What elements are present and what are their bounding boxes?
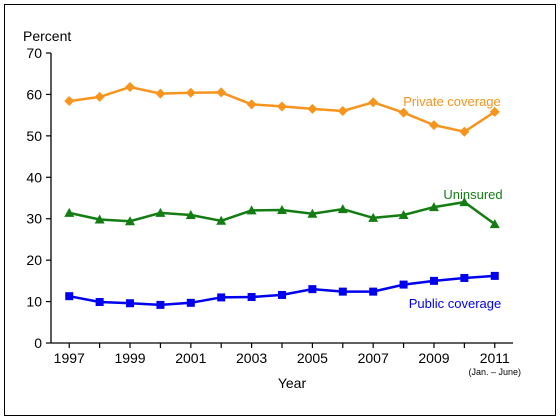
uninsured-point (94, 214, 105, 224)
public-coverage-point (460, 273, 469, 282)
private-coverage-point (337, 106, 348, 116)
private-coverage-point (125, 81, 136, 92)
x-tick-label: 2005 (297, 350, 328, 366)
uninsured-point (368, 212, 379, 222)
private-coverage-point (398, 107, 409, 118)
public-coverage-series (65, 271, 499, 309)
public-coverage-point (95, 297, 104, 306)
private-coverage-point (277, 101, 287, 112)
public-coverage-point (65, 292, 74, 301)
series-layer (64, 81, 500, 309)
x-tick-label: 1999 (114, 350, 145, 366)
y-tick-label: 0 (34, 335, 42, 351)
y-tick-label: 40 (26, 169, 42, 185)
private-coverage-point (216, 87, 227, 98)
public-coverage-label: Public coverage (409, 296, 502, 311)
uninsured-label: Uninsured (443, 187, 502, 202)
public-coverage-point (338, 287, 347, 296)
private-coverage-point (246, 99, 257, 110)
public-coverage-point (429, 276, 438, 285)
private-coverage-point (94, 91, 105, 102)
private-coverage-point (489, 106, 500, 117)
uninsured-point (216, 215, 227, 225)
private-coverage-point (64, 96, 75, 107)
private-coverage-point (155, 88, 166, 99)
y-tick-label: 60 (26, 86, 42, 102)
private-coverage-point (307, 103, 318, 114)
private-coverage-point (185, 87, 196, 98)
uninsured-point (277, 205, 287, 215)
uninsured-point (64, 207, 75, 217)
uninsured-series (64, 197, 500, 229)
public-coverage-point (156, 300, 165, 309)
private-coverage-label: Private coverage (403, 94, 501, 109)
public-coverage-point (126, 299, 135, 308)
uninsured-point (398, 209, 409, 219)
chart-frame: Percent Year 0 10 20 30 40 50 60 70 1997 1999 2001… (4, 4, 556, 416)
y-axis-label: Percent (23, 28, 71, 44)
x-tick-label: 2007 (358, 350, 389, 366)
x-tick-label: 2001 (175, 350, 206, 366)
x-tick-note: (Jan. – June) (468, 367, 521, 377)
public-coverage-point (369, 287, 378, 296)
uninsured-point (125, 216, 136, 226)
private-coverage-series (64, 81, 500, 137)
y-tick-label: 30 (26, 211, 42, 227)
x-tick-label: 2011 (480, 350, 510, 366)
axes: 0 10 20 30 40 50 60 70 1997 1999 2001 2003 2005 2007 2… (26, 45, 521, 377)
uninsured-point (489, 219, 500, 229)
uninsured-point (307, 208, 318, 218)
uninsured-point (459, 197, 470, 207)
uninsured-point (246, 205, 257, 215)
uninsured-point (155, 207, 166, 217)
x-tick-label: 2003 (236, 350, 267, 366)
public-coverage-point (399, 280, 408, 289)
x-axis-label: Year (278, 375, 307, 391)
y-tick-label: 10 (26, 294, 42, 310)
line-chart: Percent Year 0 10 20 30 40 50 60 70 1997 1999 2001… (23, 28, 521, 391)
y-tick-label: 20 (26, 252, 42, 268)
private-coverage-point (428, 120, 439, 131)
uninsured-point (337, 204, 348, 214)
x-tick-label: 1997 (54, 350, 85, 366)
public-coverage-point (308, 285, 317, 294)
public-coverage-point (278, 290, 286, 299)
public-coverage-point (186, 298, 195, 307)
series-labels: Private coverage Uninsured Public coverage (403, 94, 502, 311)
y-tick-label: 70 (26, 45, 42, 61)
x-tick-label: 2009 (418, 350, 449, 366)
y-tick-label: 50 (26, 128, 42, 144)
uninsured-point (185, 209, 196, 219)
public-coverage-point (217, 293, 226, 302)
uninsured-point (428, 202, 439, 212)
public-coverage-point (247, 293, 256, 302)
public-coverage-point (490, 271, 499, 280)
private-coverage-point (368, 97, 379, 108)
